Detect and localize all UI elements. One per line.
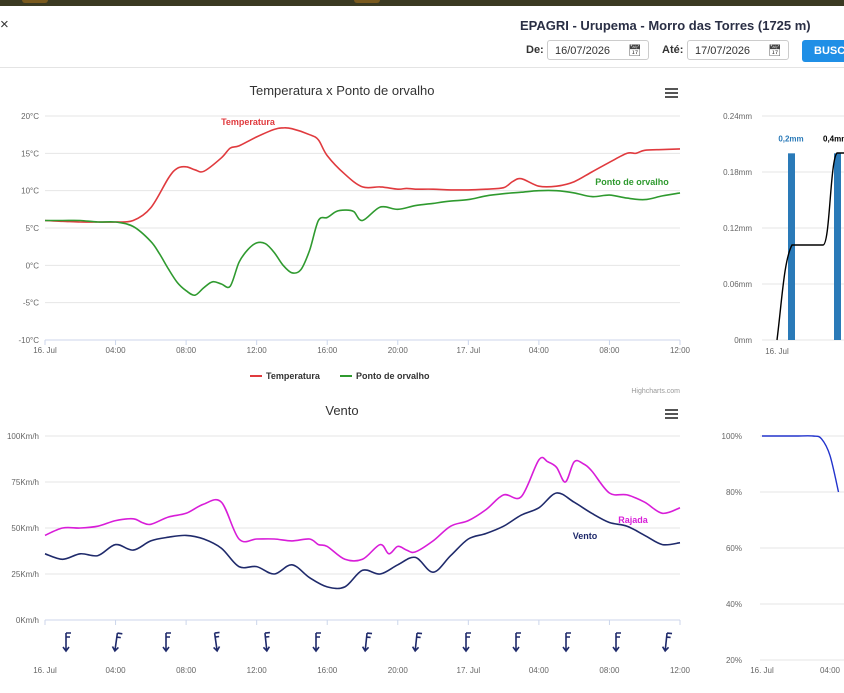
x-tick-label: 04:00 [106,666,127,675]
station-title: EPAGRI - Urupema - Morro das Torres (172… [520,18,811,33]
y-tick-label: 0.12mm [723,224,752,233]
x-tick-label: 08:00 [176,666,197,675]
y-tick-label: 20% [726,656,742,665]
x-tick-label: 04:00 [106,346,127,355]
series-line-temperatura [44,127,681,223]
from-date-input[interactable]: 16/07/2026 📅︎ [547,40,649,60]
from-date-value: 16/07/2026 [555,45,611,57]
series-label-ponto-de-orvalho: Ponto de orvalho [595,177,669,187]
x-tick-label: 04:00 [529,346,550,355]
legend-label: Temperatura [266,371,321,381]
wind-barb-icon [411,632,423,653]
bar-label: 0,2mm [778,134,803,143]
y-tick-label: 15°C [21,149,39,158]
banner-decoration [354,0,380,3]
legend-ponto-de-orvalho[interactable]: Ponto de orvalho [340,371,430,381]
legend-temperatura[interactable]: Temperatura [250,371,321,381]
x-tick-label: 16:00 [317,666,338,675]
y-tick-label: 80% [726,488,742,497]
y-tick-label: -5°C [23,299,39,308]
x-tick-label: 16. Jul [750,666,774,675]
search-button[interactable]: BUSCAR [802,40,844,62]
series-line-rajada [44,456,681,562]
y-tick-label: -10°C [18,336,39,345]
close-button[interactable]: × [0,16,9,33]
wind-chart: Vento 0Km/h 25Km/h 50Km/h 75Km/h 100Km/h 16. … [7,403,690,675]
rain-chart: 0mm 0.06mm 0.12mm 0.18mm 0.24mm 0,2mm 0,4mm 16… [723,112,844,356]
y-tick-label: 20°C [21,112,39,121]
y-tick-label: 40% [726,600,742,609]
wind-barb-icon [562,632,571,653]
to-date-value: 17/07/2026 [695,45,751,57]
wind-barb-icon [312,632,321,653]
wind-barb-icon [361,632,373,653]
y-tick-label: 60% [726,544,742,553]
y-tick-label: 10°C [21,187,39,196]
banner-decoration [22,0,48,3]
wind-barb-icon [661,632,673,653]
y-tick-label: 75Km/h [11,478,39,487]
series-label-vento: Vento [573,531,598,541]
wind-barb-icon [612,632,621,653]
x-tick-label: 12:00 [670,346,690,355]
header-divider [0,67,844,68]
wind-barb-icon [62,632,71,653]
calendar-icon[interactable]: 📅︎ [628,45,642,57]
wind-barb-icon [462,632,471,653]
y-tick-label: 0mm [734,336,752,345]
series-label-temperatura: Temperatura [221,117,276,127]
x-tick-label: 04:00 [529,666,550,675]
x-tick-label: 17. Jul [457,346,481,355]
y-tick-label: 25Km/h [11,570,39,579]
x-tick-label: 16. Jul [765,347,789,356]
legend-label: Ponto de orvalho [356,371,430,381]
wind-barb-icon [262,631,271,653]
temperature-chart: Temperatura x Ponto de orvalho -10°C -5°C… [18,83,690,395]
hamburger-menu-icon[interactable] [665,409,678,419]
calendar-icon[interactable]: 📅︎ [768,45,782,57]
x-tick-label: 20:00 [388,666,409,675]
y-tick-label: 0.06mm [723,280,752,289]
to-date-input[interactable]: 17/07/2026 📅︎ [687,40,789,60]
x-tick-label: 12:00 [670,666,690,675]
x-tick-label: 12:00 [247,346,268,355]
x-tick-label: 16. Jul [33,346,57,355]
series-line-humidity [762,435,840,493]
y-tick-label: 100Km/h [7,432,39,441]
x-tick-label: 20:00 [388,346,409,355]
wind-barb-icon [512,632,521,653]
to-date-label: Até: [662,44,684,56]
x-tick-label: 12:00 [247,666,268,675]
series-line-ponto-de-orvalho [45,189,681,297]
series-label-rajada: Rajada [618,515,649,525]
rain-bar [834,153,841,340]
wind-barb-icon [213,631,221,653]
bar-label: 0,4mm [823,134,844,143]
x-tick-label: 16. Jul [33,666,57,675]
x-tick-label: 08:00 [599,346,620,355]
y-tick-label: 50Km/h [11,524,39,533]
y-tick-label: 0°C [26,261,40,270]
y-tick-label: 0.24mm [723,112,752,121]
highcharts-credits[interactable]: Highcharts.com [631,388,680,395]
chart-title: Vento [325,403,358,418]
top-banner-strip [0,0,844,6]
hamburger-menu-icon[interactable] [665,88,678,98]
humidity-chart: 20% 40% 60% 80% 100% 16. Jul 04:00 [722,432,844,675]
x-tick-label: 08:00 [176,346,197,355]
x-tick-label: 08:00 [599,666,620,675]
y-tick-label: 0.18mm [723,168,752,177]
y-tick-label: 0Km/h [16,616,39,625]
x-tick-label: 16:00 [317,346,338,355]
y-tick-label: 5°C [26,224,40,233]
wind-barb-icon [162,632,171,653]
cumulative-rain-line [776,152,844,341]
y-tick-label: 100% [722,432,742,441]
chart-title: Temperatura x Ponto de orvalho [250,83,435,98]
wind-barb-icon [111,632,123,653]
x-tick-label: 17. Jul [457,666,481,675]
x-tick-label: 04:00 [820,666,841,675]
from-date-label: De: [526,44,544,56]
series-line-vento [44,492,681,590]
